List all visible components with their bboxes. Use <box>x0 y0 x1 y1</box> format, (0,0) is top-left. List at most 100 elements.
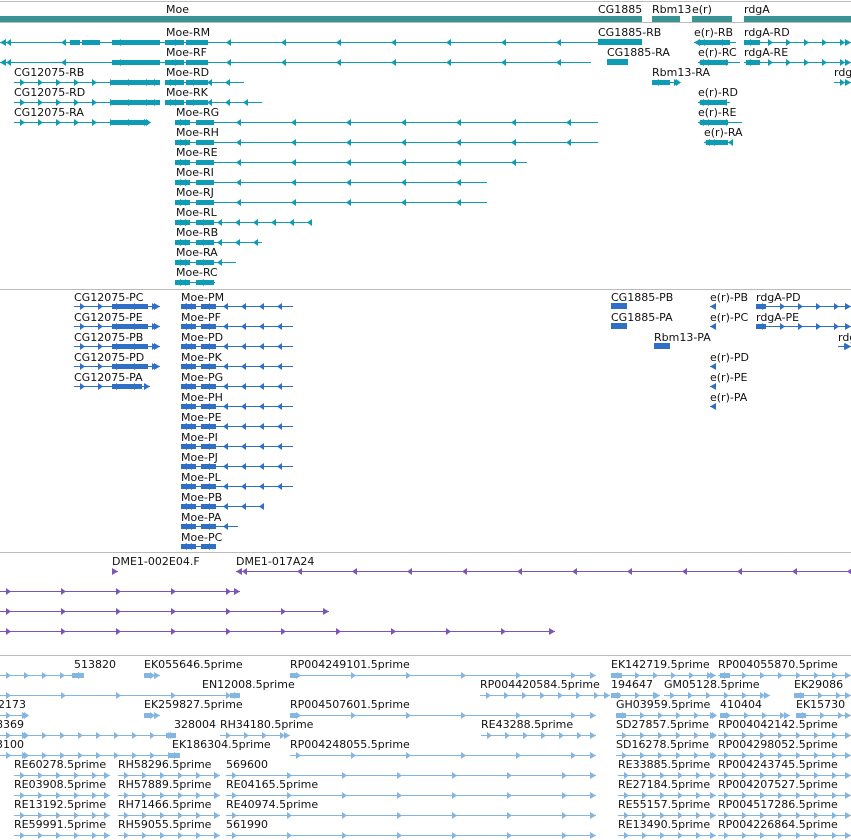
feature-e-r-pd[interactable]: e(r)-PD <box>710 351 749 370</box>
feature-rbm13[interactable]: Rbm13 <box>652 3 691 22</box>
feature-e-r-pe[interactable]: e(r)-PE <box>710 371 747 390</box>
feature-rh71466-5prime[interactable]: RH71466.5prime <box>118 798 220 819</box>
feature-rp004055870-5prime[interactable]: RP004055870.5prime <box>718 658 851 679</box>
feature-moe-pc[interactable]: Moe-PC <box>181 531 223 550</box>
feature-rh34180-5prime[interactable]: RH34180.5prime <box>220 718 314 739</box>
feature-cg12075-pc[interactable]: CG12075-PC <box>74 291 160 310</box>
feature-rh57889-5prime[interactable]: RH57889.5prime <box>118 778 220 799</box>
feature-moe-rb[interactable]: Moe-RB <box>175 226 262 246</box>
feature-e-r-ra[interactable]: e(r)-RA <box>704 126 743 146</box>
feature-moe-pk[interactable]: Moe-PK <box>181 351 293 370</box>
feature-moe-pl[interactable]: Moe-PL <box>181 471 293 490</box>
feature-rbm13-pa[interactable]: Rbm13-PA <box>654 331 711 349</box>
feature-rp004507601-5prime[interactable]: RP004507601.5prime <box>290 698 596 719</box>
feature-cg1885-pa[interactable]: CG1885-PA <box>611 311 673 329</box>
feature-dme1-017a24[interactable]: DME1-017A24 <box>236 555 851 575</box>
feature-e-r-pc[interactable]: e(r)-PC <box>710 311 748 330</box>
feature-cg12075-pa[interactable]: CG12075-PA <box>74 371 150 390</box>
feature-194647[interactable]: 194647 <box>611 678 660 699</box>
feature-dme1-002e04-f[interactable]: DME1-002E04.F <box>112 555 200 575</box>
feature-moe-pi[interactable]: Moe-PI <box>181 431 293 450</box>
feature-moe-rk[interactable]: Moe-RK <box>165 86 262 106</box>
feature-moe-rh[interactable]: Moe-RH <box>175 126 598 146</box>
feature-re43288-5prime[interactable]: RE43288.5prime <box>481 718 596 739</box>
feature-unlabeled[interactable] <box>0 608 329 615</box>
feature-rp004420584-5prime[interactable]: RP004420584.5prime <box>480 678 610 699</box>
feature-moe-rj[interactable]: Moe-RJ <box>175 186 487 206</box>
feature-rp004298052-5prime[interactable]: RP004298052.5prime <box>718 738 851 759</box>
feature-cg1885-rb[interactable]: CG1885-RB <box>598 26 661 45</box>
feature-ek29086[interactable]: EK29086 <box>794 678 851 699</box>
feature-moe-ra[interactable]: Moe-RA <box>175 246 236 266</box>
feature-rdga[interactable]: rdgA <box>744 3 851 22</box>
feature-e-r-pb[interactable]: e(r)-PB <box>710 291 748 310</box>
feature-moe-pf[interactable]: Moe-PF <box>181 311 293 330</box>
feature-re33885-5prime[interactable]: RE33885.5prime <box>618 758 716 779</box>
feature-ek15730[interactable]: EK15730 <box>796 698 851 719</box>
feature-re55157-5prime[interactable]: RE55157.5prime <box>618 798 716 819</box>
feature-rdga-re[interactable]: rdgA-RE <box>744 46 851 66</box>
feature-rh58296-5prime[interactable]: RH58296.5prime <box>118 758 220 779</box>
feature-ek055646-5prime[interactable]: EK055646.5prime <box>144 658 243 679</box>
feature-cg12075-pb[interactable]: CG12075-PB <box>74 331 160 350</box>
feature-re40974-5prime[interactable]: RE40974.5prime <box>226 798 596 819</box>
feature-ek259827-5prime[interactable]: EK259827.5prime <box>144 698 243 719</box>
feature-569600[interactable]: 569600 <box>226 758 596 779</box>
feature-moe-pg[interactable]: Moe-PG <box>181 371 293 390</box>
feature-moe-pb[interactable]: Moe-PB <box>181 491 264 510</box>
feature-re59991-5prime[interactable]: RE59991.5prime <box>14 818 110 839</box>
feature-cg1885-pb[interactable]: CG1885-PB <box>611 291 673 309</box>
feature-cg12075-ra[interactable]: CG12075-RA <box>14 106 151 126</box>
feature-re04165-5prime[interactable]: RE04165.5prime <box>226 778 596 799</box>
feature-moe-rd[interactable]: Moe-RD <box>165 66 244 86</box>
feature-rp004243745-5prime[interactable]: RP004243745.5prime <box>718 758 851 779</box>
feature-e-r-rb[interactable]: e(r)-RB <box>694 26 736 46</box>
feature-e-r-rc[interactable]: e(r)-RC <box>698 46 740 66</box>
feature-unlabeled[interactable] <box>0 628 555 635</box>
feature-gh03959-5prime[interactable]: GH03959.5prime <box>616 698 717 719</box>
feature-e-r-rd[interactable]: e(r)-RD <box>698 86 738 106</box>
feature-cg12075-rb[interactable]: CG12075-RB <box>14 66 160 86</box>
feature-moe-pa[interactable]: Moe-PA <box>181 511 238 530</box>
feature-moe-rm[interactable]: Moe-RM <box>0 26 598 46</box>
feature-cg1885-ra[interactable]: CG1885-RA <box>607 46 670 65</box>
feature-moe-pm[interactable]: Moe-PM <box>181 291 293 310</box>
feature-moe-rl[interactable]: Moe-RL <box>175 206 312 226</box>
feature-moe-rf[interactable]: Moe-RF <box>0 46 591 66</box>
feature-rdga-pd[interactable]: rdgA-PD <box>756 291 851 310</box>
feature-rdg[interactable]: rdg <box>838 331 851 350</box>
feature-410404[interactable]: 410404 <box>720 698 790 719</box>
feature-sd16278-5prime[interactable]: SD16278.5prime <box>616 738 717 759</box>
feature-rp004226864-5prime[interactable]: RP004226864.5prime <box>718 818 851 839</box>
feature-moe-pd[interactable]: Moe-PD <box>181 331 293 350</box>
feature-rbm13-ra[interactable]: Rbm13-RA <box>652 66 711 86</box>
feature-rdg[interactable]: rdg <box>834 66 851 86</box>
feature-moe-pe[interactable]: Moe-PE <box>181 411 293 430</box>
feature-re13192-5prime[interactable]: RE13192.5prime <box>14 798 110 819</box>
feature-sd27857-5prime[interactable]: SD27857.5prime <box>616 718 717 739</box>
feature-ek186304-5prime[interactable]: EK186304.5prime <box>0 738 271 759</box>
feature-moe-pj[interactable]: Moe-PJ <box>181 451 293 470</box>
feature-moe-rc[interactable]: Moe-RC <box>175 266 218 286</box>
feature-unlabeled[interactable] <box>0 588 240 595</box>
feature-en12008-5prime[interactable]: EN12008.5prime <box>0 678 295 699</box>
feature-re60278-5prime[interactable]: RE60278.5prime <box>14 758 110 779</box>
feature-moe-re[interactable]: Moe-RE <box>175 146 527 166</box>
feature-cg12075-pd[interactable]: CG12075-PD <box>74 351 160 370</box>
feature-rp004249101-5prime[interactable]: RP004249101.5prime <box>290 658 596 679</box>
feature-rp004207527-5prime[interactable]: RP004207527.5prime <box>718 778 851 799</box>
feature-513820[interactable]: 513820 <box>0 658 116 679</box>
feature-moe[interactable]: Moe <box>0 3 598 22</box>
feature-rdga-pe[interactable]: rdgA-PE <box>756 311 851 330</box>
feature-2173[interactable]: 2173 <box>0 698 29 719</box>
feature-moe-ph[interactable]: Moe-PH <box>181 391 293 410</box>
feature-cg12075-rd[interactable]: CG12075-RD <box>14 86 160 106</box>
feature-e-r[interactable]: e(r) <box>692 3 732 22</box>
feature-rdga-rd[interactable]: rdgA-RD <box>744 26 851 46</box>
feature-cg12075-pe[interactable]: CG12075-PE <box>74 311 160 330</box>
feature-gm05128-5prime[interactable]: GM05128.5prime <box>664 678 770 699</box>
feature-cg1885[interactable]: CG1885 <box>598 3 642 22</box>
feature-ek142719-5prime[interactable]: EK142719.5prime <box>611 658 716 679</box>
feature-re13490-5prime[interactable]: RE13490.5prime <box>618 818 716 839</box>
feature-moe-rg[interactable]: Moe-RG <box>175 106 598 126</box>
